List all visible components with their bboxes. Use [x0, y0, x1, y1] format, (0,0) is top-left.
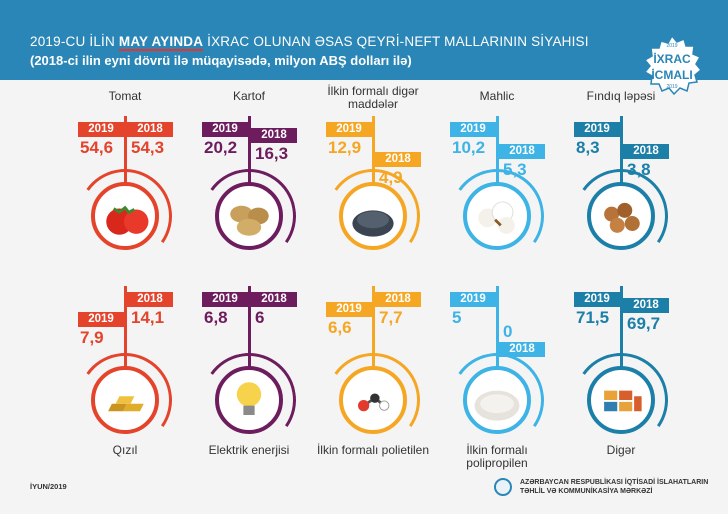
org-line1: AZƏRBAYCAN RESPUBLİKASI İQTİSADİ İSLAHAT… — [520, 479, 709, 486]
connector-bar — [248, 286, 251, 368]
item-label: Fındıq ləpəsi — [586, 89, 656, 103]
state-emblem-icon — [494, 478, 512, 496]
product-image-circle — [339, 182, 407, 250]
value-2018: 69,7 — [627, 314, 661, 333]
product-image-circle — [91, 366, 159, 434]
value-2018: 6 — [255, 308, 265, 327]
product-image-circle — [339, 366, 407, 434]
connector-bar — [620, 286, 623, 368]
tag-2019: 2019 — [78, 312, 124, 327]
tag-2019: 2019 — [450, 122, 496, 137]
value-2018: 16,3 — [255, 144, 289, 163]
polyethylene-molecule-icon — [358, 393, 390, 412]
tag-2019: 2019 — [574, 122, 620, 137]
page-subtitle: (2018-ci ilin eyni dövrü ilə müqayisədə,… — [30, 53, 412, 68]
item-label: Kartof — [232, 89, 265, 103]
value-2019: 10,2 — [452, 138, 486, 157]
potato-icon — [230, 205, 269, 236]
connector-bar — [620, 116, 623, 184]
product-image-circle — [463, 182, 531, 250]
value-2019: 6,6 — [328, 318, 352, 337]
tag-2018: 2018 — [499, 144, 545, 159]
connector-bar — [124, 116, 127, 184]
tag-2018: 2018 — [499, 342, 545, 357]
value-2018: 3,8 — [627, 160, 651, 179]
connector-bar — [372, 286, 375, 368]
item-label: Mahlic — [479, 89, 515, 103]
item-label: Elektrik enerjisi — [208, 443, 290, 457]
title-suffix: İXRAC OLUNAN ƏSAS QEYRİ-NEFT MALLARININ … — [203, 34, 589, 49]
raw-material-icon — [352, 210, 394, 237]
value-2019: 8,3 — [576, 138, 600, 157]
footer-organization: AZƏRBAYCAN RESPUBLİKASI İQTİSADİ İSLAHAT… — [520, 478, 708, 496]
tag-2019: 2019 — [78, 122, 124, 137]
tag-2019: 2019 — [326, 302, 372, 317]
value-2018: 14,1 — [131, 308, 165, 327]
item-label: Tomat — [108, 89, 142, 103]
title-prefix: 2019-CU İLİN — [30, 34, 119, 49]
tag-2019: 2019 — [202, 122, 248, 137]
connector-bar — [496, 116, 499, 184]
title-highlight: MAY AYINDA — [118, 34, 204, 51]
polypropylene-icon — [474, 390, 520, 421]
item-label: Qızıl — [112, 443, 138, 457]
tag-2019: 2019 — [202, 292, 248, 307]
tag-2018: 2018 — [375, 292, 421, 307]
hazelnut-icon — [604, 202, 640, 233]
value-2018: 4,9 — [379, 168, 403, 187]
connector-bar — [496, 286, 499, 368]
item-label: Digər — [606, 443, 636, 457]
tomato-icon — [106, 205, 149, 235]
tag-2018: 2018 — [127, 292, 173, 307]
export-review-badge: 2019 İXRAC İCMALI 2019 — [638, 34, 706, 102]
value-2018: 54,3 — [131, 138, 165, 157]
light-bulb-icon — [236, 382, 262, 415]
item-label: İlkin formalı polipropilen — [466, 443, 528, 470]
product-image-circle — [587, 182, 655, 250]
product-image-circle — [91, 182, 159, 250]
badge-rosette-icon — [643, 34, 703, 96]
cotton-icon — [478, 201, 515, 234]
value-2018: 7,7 — [379, 308, 403, 327]
value-2019: 54,6 — [80, 138, 114, 157]
org-line2: TƏHLİL VƏ KOMMUNİKASİYA MƏRKƏZİ — [520, 488, 653, 495]
value-2019: 71,5 — [576, 308, 610, 327]
item-label: İlkin formalı polietilen — [316, 443, 430, 457]
product-image-circle — [215, 366, 283, 434]
tag-2019: 2019 — [574, 292, 620, 307]
containers-icon — [604, 390, 642, 412]
gold-icon — [108, 396, 144, 412]
footer-date: İYUN/2019 — [30, 482, 67, 491]
tag-2018: 2018 — [251, 292, 297, 307]
item-label: İlkin formalı digər maddələr — [327, 84, 419, 111]
tag-2019: 2019 — [450, 292, 496, 307]
value-2018: 0 — [503, 322, 513, 341]
connector-bar — [248, 116, 251, 184]
badge-line1: İXRAC — [653, 52, 691, 66]
value-2019: 5 — [452, 308, 462, 327]
tag-2018: 2018 — [375, 152, 421, 167]
badge-year-bottom: 2019 — [666, 84, 678, 90]
value-2019: 12,9 — [328, 138, 362, 157]
tag-2018: 2018 — [127, 122, 173, 137]
product-image-circle — [215, 182, 283, 250]
tag-2018: 2018 — [623, 144, 669, 159]
page-title: 2019-CU İLİN MAY AYINDA İXRAC OLUNAN ƏSA… — [30, 34, 589, 51]
connector-bar — [124, 286, 127, 368]
value-2019: 20,2 — [204, 138, 238, 157]
value-2019: 7,9 — [80, 328, 104, 347]
tag-2018: 2018 — [623, 298, 669, 313]
value-2019: 6,8 — [204, 308, 228, 327]
tag-2019: 2019 — [326, 122, 372, 137]
badge-year-top: 2019 — [666, 43, 678, 49]
header-banner: 2019-CU İLİN MAY AYINDA İXRAC OLUNAN ƏSA… — [0, 0, 728, 80]
value-2018: 5,3 — [503, 160, 527, 179]
tag-2018: 2018 — [251, 128, 297, 143]
product-image-circle — [587, 366, 655, 434]
connector-bar — [372, 116, 375, 184]
badge-line2: İCMALI — [651, 68, 693, 82]
product-image-circle — [463, 366, 531, 434]
